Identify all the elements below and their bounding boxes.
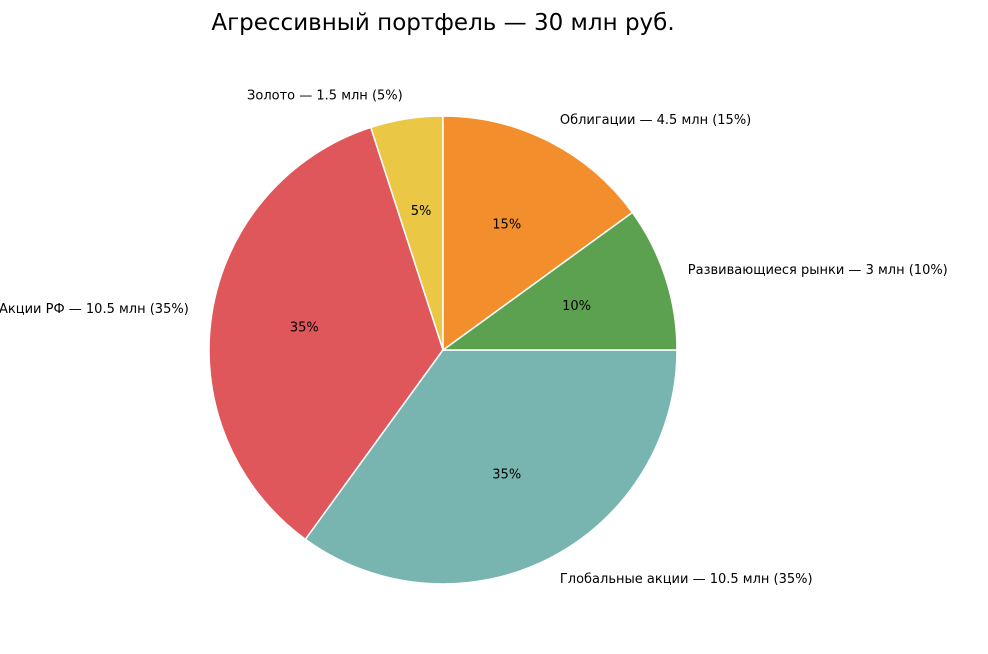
pie-slice-3 [440,211,678,351]
slice-label-0: Золото — 1.5 млн (5%) [247,88,403,103]
slice-percent-label-0: 5% [411,204,432,219]
slice-percent-label-4: 15% [492,217,521,232]
pie-slice-4 [442,115,634,352]
chart-title: Агрессивный портфель — 30 млн руб. [211,10,674,36]
slice-percent-label-3: 10% [562,299,591,314]
slice-label-2: Глобальные акции — 10.5 млн (35%) [560,572,813,587]
slice-percent-label-1: 35% [290,321,319,336]
slice-label-1: Акции РФ — 10.5 млн (35%) [0,302,189,317]
pie-slices [208,115,678,585]
slice-labels: Золото — 1.5 млн (5%) Акции РФ — 10.5 млн… [0,88,948,587]
slice-percent-labels: 5% 35% 35% 10% 15% [290,204,591,483]
slice-label-3: Развивающиеся рынки — 3 млн (10%) [688,263,948,278]
pie-slice-2 [304,349,678,585]
pie-slice-1 [208,126,444,541]
slice-percent-label-2: 35% [492,468,521,483]
slice-label-4: Облигации — 4.5 млн (15%) [560,113,751,128]
